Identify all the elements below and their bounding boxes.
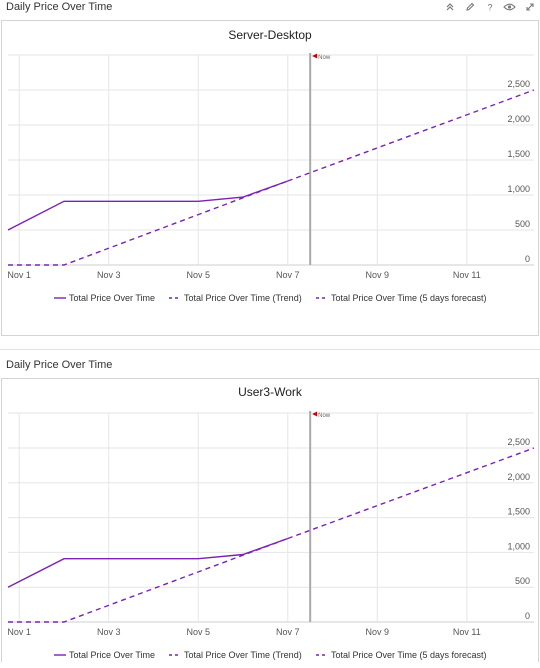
x-tick-label: Nov 11 <box>453 270 481 280</box>
edit-icon[interactable] <box>463 1 476 14</box>
help-icon[interactable]: ? <box>483 1 496 14</box>
collapse-icon[interactable] <box>443 1 456 14</box>
series-line <box>8 180 289 266</box>
legend-label: Total Price Over Time <box>69 650 155 660</box>
legend-item[interactable]: Total Price Over Time <box>54 293 155 303</box>
x-tick-label: Nov 7 <box>276 270 300 280</box>
y-tick-label: 1,000 <box>507 541 530 551</box>
y-tick-label: 0 <box>525 611 530 621</box>
x-tick-label: Nov 9 <box>366 270 390 280</box>
legend-label: Total Price Over Time <box>69 293 155 303</box>
panel-title: Daily Price Over Time <box>6 1 113 13</box>
y-tick-label: 2,000 <box>507 472 530 482</box>
y-tick-label: 2,000 <box>507 114 530 124</box>
legend-label: Total Price Over Time (5 days forecast) <box>331 650 487 660</box>
panel-title: Daily Price Over Time <box>6 359 113 371</box>
svg-text:?: ? <box>487 3 492 13</box>
x-tick-label: Nov 5 <box>186 627 210 637</box>
now-marker-icon <box>312 53 318 59</box>
x-tick-label: Nov 11 <box>453 627 481 637</box>
y-tick-label: 2,500 <box>507 437 530 447</box>
panel-header: Daily Price Over Time ? <box>0 0 540 20</box>
x-tick-label: Nov 9 <box>366 627 390 637</box>
expand-icon[interactable] <box>523 1 536 14</box>
chart-title: User3-Work <box>238 385 303 399</box>
panel-toolbar: ? <box>443 0 536 14</box>
series-line <box>7 180 289 231</box>
series-line <box>7 537 289 588</box>
series-line <box>8 537 289 623</box>
x-tick-label: Nov 1 <box>7 627 31 637</box>
y-tick-label: 1,500 <box>507 507 530 517</box>
x-tick-label: Nov 1 <box>7 270 31 280</box>
chart-card: Server-Desktop 0 500 1,000 1,500 2,000 2,500 N… <box>1 20 539 336</box>
chart-title: Server-Desktop <box>228 28 312 42</box>
legend-label: Total Price Over Time (5 days forecast) <box>331 293 487 303</box>
y-tick-label: 2,500 <box>507 79 530 89</box>
legend-label: Total Price Over Time (Trend) <box>184 650 302 660</box>
series-line <box>287 447 535 540</box>
panel-header: Daily Price Over Time <box>0 358 540 378</box>
legend-item[interactable]: Total Price Over Time <box>54 650 155 660</box>
line-chart: User3-Work 0 500 1,000 1,500 2,000 2,500 Nov 1… <box>7 385 535 660</box>
y-tick-label: 1,500 <box>507 149 530 159</box>
legend-item[interactable]: Total Price Over Time (Trend) <box>169 293 302 303</box>
view-icon[interactable] <box>503 1 516 14</box>
chart-card: User3-Work 0 500 1,000 1,500 2,000 2,500 Nov 1… <box>1 378 539 662</box>
now-label: Now <box>318 55 331 61</box>
now-marker-icon <box>312 411 318 417</box>
y-tick-label: 1,000 <box>507 184 530 194</box>
x-tick-label: Nov 5 <box>186 270 210 280</box>
x-tick-label: Nov 3 <box>97 270 121 280</box>
legend-label: Total Price Over Time (Trend) <box>184 293 302 303</box>
legend-item[interactable]: Total Price Over Time (Trend) <box>169 650 302 660</box>
y-tick-label: 500 <box>515 576 530 586</box>
x-tick-label: Nov 3 <box>97 627 121 637</box>
panel-divider <box>0 349 540 350</box>
legend-item[interactable]: Total Price Over Time (5 days forecast) <box>316 293 487 303</box>
legend-item[interactable]: Total Price Over Time (5 days forecast) <box>316 650 487 660</box>
x-tick-label: Nov 7 <box>276 627 300 637</box>
y-tick-label: 500 <box>515 219 530 229</box>
series-line <box>287 89 535 182</box>
now-label: Now <box>318 413 331 419</box>
y-tick-label: 0 <box>525 254 530 264</box>
line-chart: Server-Desktop 0 500 1,000 1,500 2,000 2,500 N… <box>7 28 535 303</box>
